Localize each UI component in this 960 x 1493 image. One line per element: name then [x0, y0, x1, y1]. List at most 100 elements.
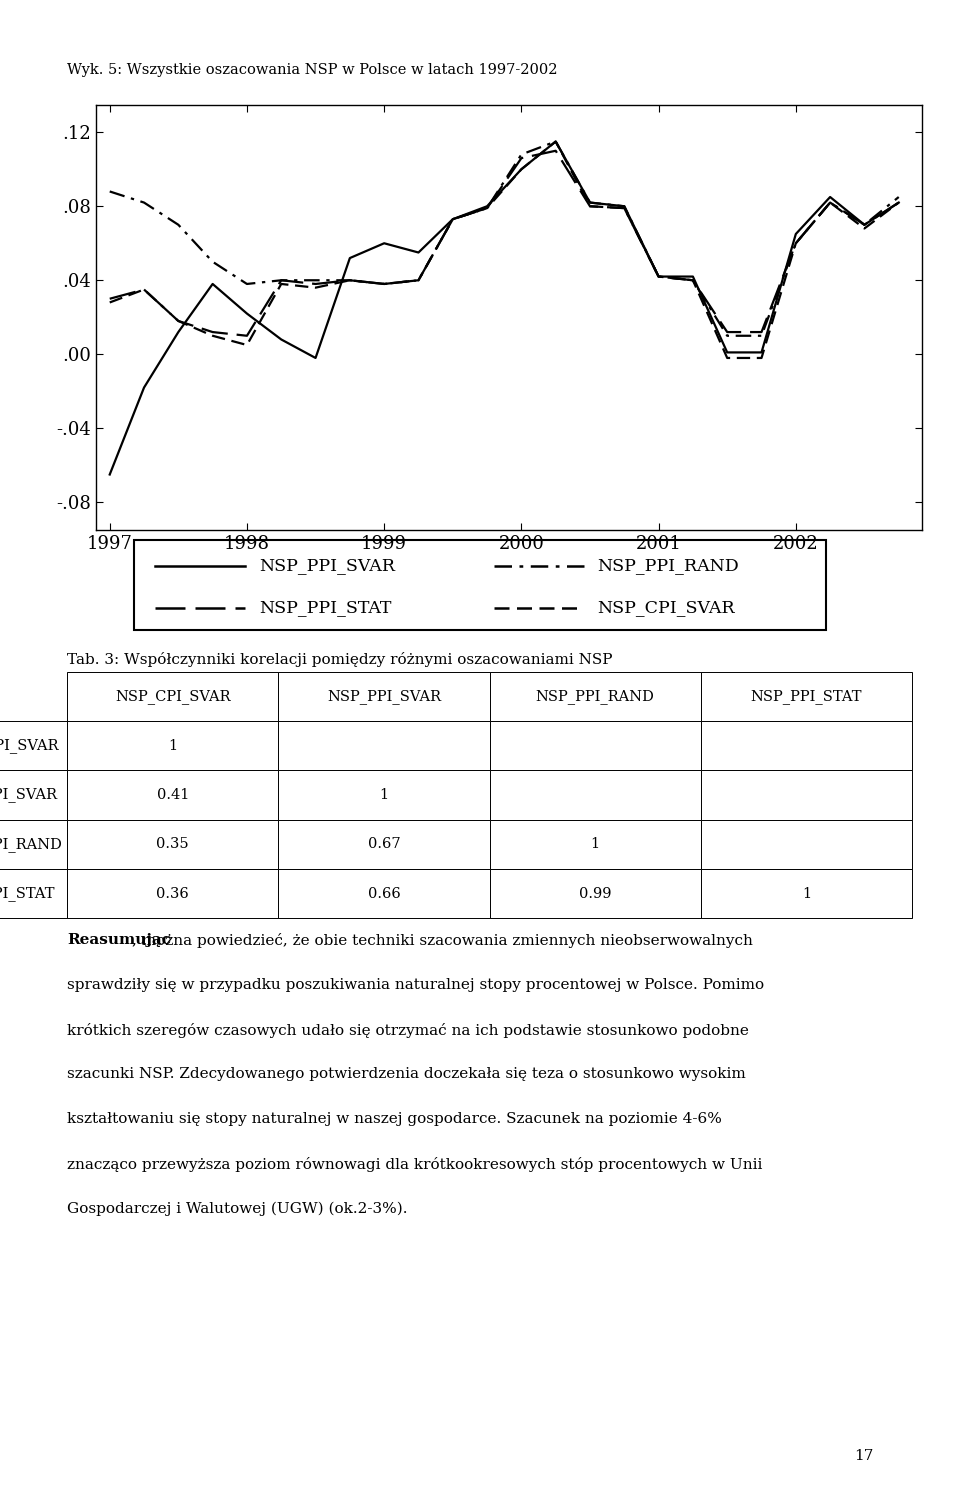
NSP_PPI_STAT [790, 234, 802, 252]
NSP_CPI_SVAR [618, 199, 630, 216]
NSP_PPI_STAT [550, 142, 562, 160]
NSP_PPI_SVAR [722, 343, 733, 361]
Text: NSP_PPI_RAND: NSP_PPI_RAND [597, 557, 739, 573]
NSP_PPI_STAT [310, 275, 322, 293]
NSP_CPI_SVAR [653, 267, 664, 285]
NSP_CPI_SVAR [241, 336, 252, 354]
NSP_CPI_SVAR [825, 194, 836, 212]
Text: szacunki NSP. Zdecydowanego potwierdzenia doczekała się teza o stosunkowo wysoki: szacunki NSP. Zdecydowanego potwierdzeni… [67, 1067, 746, 1081]
NSP_CPI_SVAR [310, 279, 322, 297]
NSP_CPI_SVAR [276, 275, 287, 293]
NSP_CPI_SVAR [206, 327, 218, 345]
NSP_PPI_RAND [687, 272, 699, 290]
NSP_PPI_SVAR [858, 216, 870, 234]
NSP_CPI_SVAR [893, 194, 904, 212]
NSP_PPI_SVAR [618, 197, 630, 215]
NSP_PPI_SVAR [310, 349, 322, 367]
Text: Wyk. 5: Wszystkie oszacowania NSP w Polsce w latach 1997-2002: Wyk. 5: Wszystkie oszacowania NSP w Pols… [67, 63, 558, 76]
NSP_PPI_STAT [653, 267, 664, 285]
NSP_PPI_STAT [447, 211, 459, 228]
NSP_PPI_SVAR [481, 197, 492, 215]
Text: NSP_PPI_SVAR: NSP_PPI_SVAR [259, 557, 395, 573]
NSP_CPI_SVAR [413, 272, 424, 290]
NSP_CPI_SVAR [756, 349, 767, 367]
NSP_PPI_SVAR [206, 275, 218, 293]
NSP_PPI_SVAR [756, 343, 767, 361]
NSP_PPI_RAND [344, 272, 355, 290]
NSP_PPI_RAND [206, 252, 218, 270]
Text: Tab. 3: Współczynniki korelacji pomiędzy różnymi oszacowaniami NSP: Tab. 3: Współczynniki korelacji pomiędzy… [67, 652, 612, 667]
NSP_PPI_SVAR [138, 379, 150, 397]
NSP_PPI_STAT [173, 312, 184, 330]
NSP_PPI_RAND [756, 327, 767, 345]
NSP_PPI_RAND [790, 234, 802, 252]
NSP_PPI_RAND [104, 182, 115, 200]
NSP_PPI_STAT [104, 290, 115, 308]
NSP_CPI_SVAR [585, 197, 596, 215]
NSP_CPI_SVAR [344, 272, 355, 290]
NSP_PPI_STAT [585, 197, 596, 215]
Line: NSP_CPI_SVAR: NSP_CPI_SVAR [109, 142, 899, 358]
NSP_PPI_STAT [413, 272, 424, 290]
NSP_PPI_RAND [653, 267, 664, 285]
NSP_PPI_RAND [413, 272, 424, 290]
NSP_CPI_SVAR [550, 133, 562, 151]
NSP_PPI_RAND [481, 199, 492, 216]
NSP_PPI_RAND [722, 327, 733, 345]
NSP_PPI_SVAR [825, 188, 836, 206]
NSP_PPI_SVAR [276, 330, 287, 348]
NSP_PPI_STAT [516, 149, 527, 167]
NSP_CPI_SVAR [104, 294, 115, 312]
NSP_PPI_SVAR [378, 234, 390, 252]
NSP_PPI_RAND [825, 194, 836, 212]
NSP_PPI_SVAR [413, 243, 424, 261]
NSP_CPI_SVAR [173, 312, 184, 330]
NSP_PPI_RAND [893, 188, 904, 206]
NSP_CPI_SVAR [858, 219, 870, 237]
Line: NSP_PPI_RAND: NSP_PPI_RAND [109, 142, 899, 336]
NSP_PPI_STAT [687, 272, 699, 290]
Text: , można powiedzieć, że obie techniki szacowania zmiennych nieobserwowalnych: , można powiedzieć, że obie techniki sza… [132, 933, 754, 948]
Text: Reasumując: Reasumując [67, 933, 171, 947]
NSP_PPI_SVAR [104, 466, 115, 484]
NSP_PPI_STAT [206, 322, 218, 340]
Text: NSP_PPI_STAT: NSP_PPI_STAT [259, 599, 391, 617]
NSP_PPI_SVAR [447, 211, 459, 228]
NSP_PPI_RAND [378, 275, 390, 293]
NSP_PPI_SVAR [585, 194, 596, 212]
NSP_PPI_STAT [858, 216, 870, 234]
NSP_PPI_STAT [138, 281, 150, 299]
Text: krótkich szeregów czasowych udało się otrzymać na ich podstawie stosunkowo podob: krótkich szeregów czasowych udało się ot… [67, 1023, 749, 1038]
NSP_PPI_SVAR [653, 267, 664, 285]
NSP_PPI_STAT [378, 275, 390, 293]
NSP_PPI_SVAR [790, 225, 802, 243]
NSP_CPI_SVAR [378, 275, 390, 293]
NSP_PPI_RAND [447, 211, 459, 228]
Text: kształtowaniu się stopy naturalnej w naszej gospodarce. Szacunek na poziomie 4-6: kształtowaniu się stopy naturalnej w nas… [67, 1112, 722, 1126]
NSP_CPI_SVAR [516, 160, 527, 178]
NSP_PPI_RAND [310, 272, 322, 290]
Text: znacząco przewyższa poziom równowagi dla krótkookresowych stóp procentowych w Un: znacząco przewyższa poziom równowagi dla… [67, 1157, 762, 1172]
NSP_PPI_RAND [241, 275, 252, 293]
NSP_PPI_STAT [618, 199, 630, 216]
NSP_PPI_STAT [481, 199, 492, 216]
NSP_CPI_SVAR [447, 211, 459, 228]
NSP_PPI_RAND [138, 194, 150, 212]
NSP_PPI_RAND [173, 216, 184, 234]
Text: NSP_CPI_SVAR: NSP_CPI_SVAR [597, 599, 735, 617]
NSP_PPI_SVAR [687, 267, 699, 285]
NSP_CPI_SVAR [722, 349, 733, 367]
Text: Gospodarczej i Walutowej (UGW) (ok.2-3%).: Gospodarczej i Walutowej (UGW) (ok.2-3%)… [67, 1202, 408, 1217]
Line: NSP_PPI_STAT: NSP_PPI_STAT [109, 151, 899, 336]
NSP_PPI_RAND [516, 145, 527, 163]
NSP_PPI_STAT [825, 194, 836, 212]
NSP_PPI_SVAR [241, 305, 252, 322]
NSP_PPI_STAT [241, 327, 252, 345]
NSP_PPI_RAND [585, 194, 596, 212]
NSP_PPI_RAND [618, 197, 630, 215]
Text: sprawdziły się w przypadku poszukiwania naturalnej stopy procentowej w Polsce. P: sprawdziły się w przypadku poszukiwania … [67, 978, 764, 991]
NSP_PPI_STAT [722, 322, 733, 340]
NSP_PPI_SVAR [893, 194, 904, 212]
NSP_PPI_RAND [276, 272, 287, 290]
NSP_PPI_SVAR [344, 249, 355, 267]
